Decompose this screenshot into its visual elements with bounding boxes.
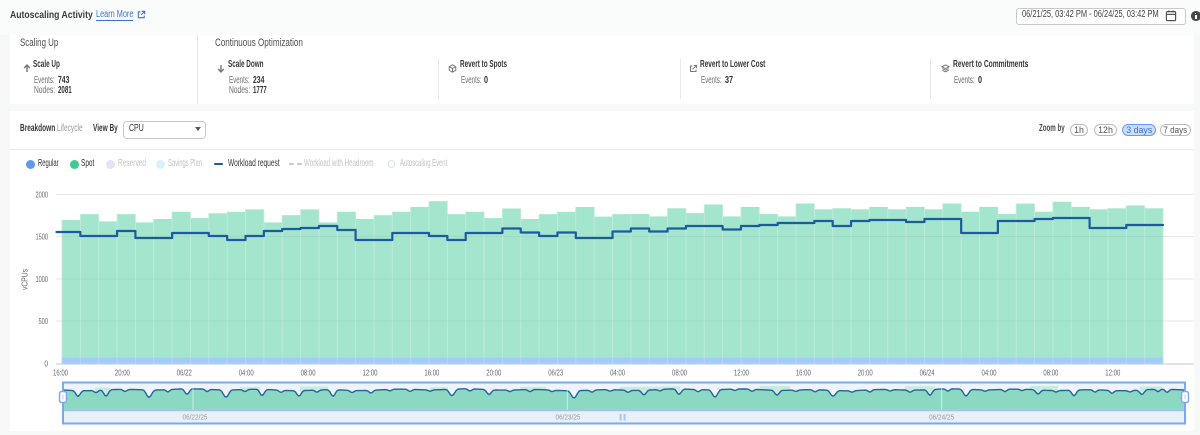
- svg-text:08:00: 08:00: [301, 368, 316, 378]
- svg-text:04:00: 04:00: [239, 368, 254, 378]
- svg-text:06/24/25: 06/24/25: [929, 413, 954, 422]
- svg-text:16:00: 16:00: [53, 368, 68, 378]
- svg-text:06/22/25: 06/22/25: [183, 413, 208, 422]
- svg-text:vCPUs: vCPUs: [20, 269, 30, 290]
- svg-text:0: 0: [44, 358, 48, 368]
- svg-text:2000: 2000: [36, 190, 49, 200]
- svg-text:04:00: 04:00: [610, 368, 625, 378]
- svg-text:06/24: 06/24: [920, 368, 935, 378]
- svg-text:16:00: 16:00: [424, 368, 439, 378]
- svg-text:12:00: 12:00: [363, 368, 378, 378]
- svg-text:12:00: 12:00: [1105, 368, 1120, 378]
- svg-text:20:00: 20:00: [858, 368, 873, 378]
- svg-text:08:00: 08:00: [1043, 368, 1058, 378]
- svg-text:1000: 1000: [36, 274, 49, 284]
- svg-text:04:00: 04:00: [982, 368, 997, 378]
- svg-text:20:00: 20:00: [115, 368, 130, 378]
- svg-text:08:00: 08:00: [672, 368, 687, 378]
- svg-text:06/23: 06/23: [548, 368, 563, 378]
- svg-text:20:00: 20:00: [486, 368, 501, 378]
- svg-text:06/23/25: 06/23/25: [556, 413, 581, 422]
- svg-text:500: 500: [39, 316, 49, 326]
- svg-text:06/22: 06/22: [177, 368, 192, 378]
- svg-text:12:00: 12:00: [734, 368, 749, 378]
- svg-text:1500: 1500: [36, 232, 49, 242]
- svg-text:16:00: 16:00: [796, 368, 811, 378]
